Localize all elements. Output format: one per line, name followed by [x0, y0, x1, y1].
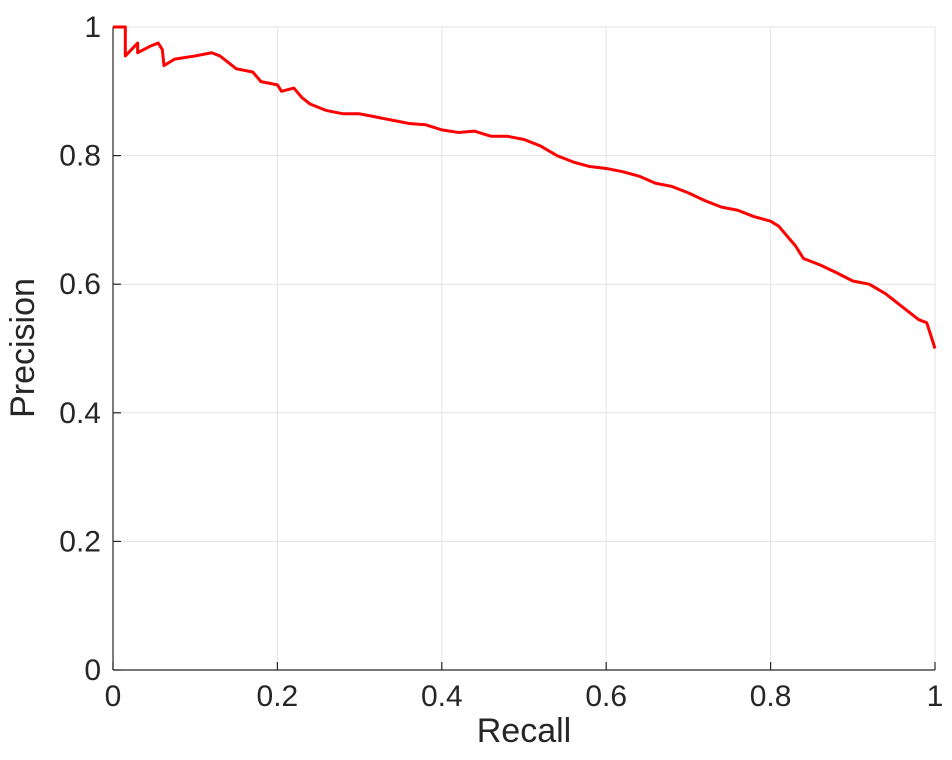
x-tick-label: 0.6: [585, 680, 627, 713]
y-axis-label: Precision: [4, 278, 42, 418]
pr-curve: [113, 25, 937, 349]
x-tick-label: 0.8: [750, 680, 792, 713]
y-tick-label: 0.4: [59, 397, 101, 430]
x-axis-label: Recall: [477, 712, 571, 750]
y-tick-label: 0.8: [59, 140, 101, 173]
y-tick-label: 0.2: [59, 525, 101, 558]
y-tick-label: 0: [84, 654, 101, 687]
x-tick-label: 0.2: [257, 680, 299, 713]
x-tick-label: 0.4: [421, 680, 463, 713]
x-tick-label: 1: [927, 680, 944, 713]
y-tick-label: 0.6: [59, 268, 101, 301]
y-tick-label: 1: [84, 11, 101, 44]
x-tick-label: 0: [105, 680, 122, 713]
